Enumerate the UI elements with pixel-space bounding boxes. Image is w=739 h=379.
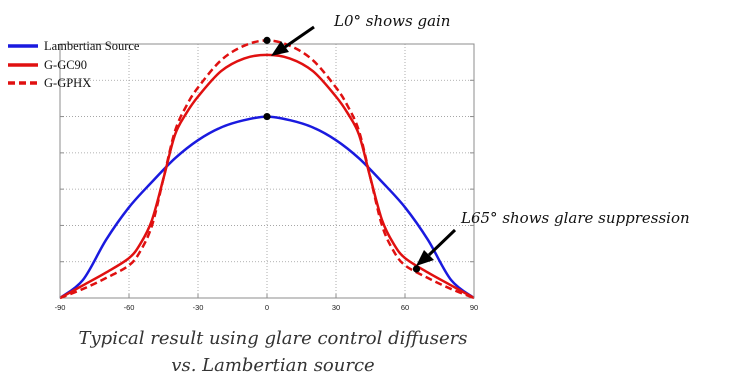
caption-line-2: vs. Lambertian source — [171, 355, 374, 376]
series-lines — [59, 39, 475, 300]
series-line-g-gphx — [59, 39, 475, 300]
legend-label-g-gphx: G-GPHX — [44, 76, 91, 90]
caption-line-1: Typical result using glare control diffu… — [79, 328, 468, 349]
annotation-gain-text: L0° shows gain — [333, 12, 450, 30]
annotation-glare-arrowhead — [416, 250, 434, 266]
legend-label-lambertian: Lambertian Source — [44, 39, 140, 53]
marker-point-0 — [263, 112, 271, 121]
annotation-glare-arrow-shaft — [427, 228, 457, 257]
legend-label-g-gc90: G-GC90 — [44, 58, 87, 72]
marker-point-1 — [263, 36, 271, 44]
x-tick-label-4: 30 — [332, 303, 340, 312]
annotation-gain-arrowhead — [271, 41, 289, 56]
annotation-gain-arrow-shaft — [284, 25, 315, 49]
x-tick-label-3: 0 — [265, 303, 269, 312]
annotation-gain: L0° shows gain — [271, 12, 450, 56]
legend: Lambertian Source G-GC90 G-GPHX — [8, 39, 140, 90]
series-line-g-gc90 — [59, 53, 475, 300]
annotation-glare-text: L65° shows glare suppression — [460, 209, 690, 227]
annotation-glare: L65° shows glare suppression — [416, 209, 690, 266]
x-tick-label-6: 90 — [470, 303, 478, 312]
x-axis-ticks: -90 -60 -30 0 30 60 90 — [55, 79, 478, 312]
marker-points — [263, 36, 421, 273]
x-tick-label-2: -30 — [193, 303, 204, 312]
x-tick-label-1: -60 — [124, 303, 135, 312]
marker-point-2 — [412, 265, 421, 273]
grid-lines — [60, 44, 474, 298]
x-tick-label-0: -90 — [55, 303, 66, 312]
x-tick-label-5: 60 — [401, 303, 409, 312]
